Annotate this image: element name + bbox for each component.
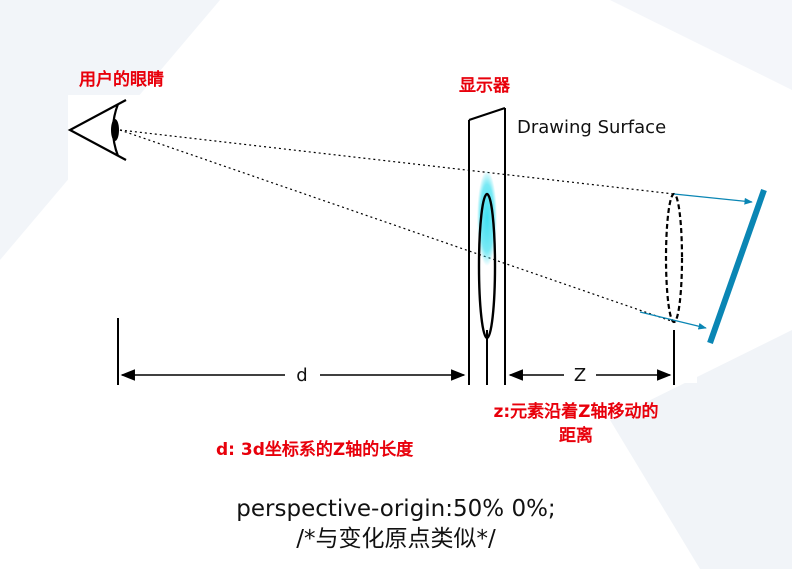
z-description-line1: z:元素沿着Z轴移动的 [493, 402, 659, 422]
eye-icon [67, 99, 127, 161]
projected-element [477, 192, 497, 340]
drawing-surface-label: Drawing Surface [517, 117, 666, 138]
eye-label: 用户的眼睛 [79, 70, 164, 90]
d-axis-label: d [296, 365, 307, 386]
sight-line-bottom [119, 129, 675, 323]
z-description-line2: 距离 [559, 426, 593, 446]
diagram-panel [68, 95, 697, 383]
element-outline [664, 192, 684, 324]
display-label: 显示器 [459, 76, 510, 96]
mapping-arrow-bottom [639, 311, 707, 330]
mapping-arrow-top [673, 193, 753, 205]
d-description: d: 3d坐标系的Z轴的长度 [216, 440, 414, 460]
z-axis-label: Z [574, 365, 586, 386]
projection-glow [477, 170, 497, 266]
sight-line-top [119, 129, 675, 195]
caption-line2: /*与变化原点类似*/ [296, 526, 496, 552]
element-surface [707, 189, 767, 344]
caption-line1: perspective-origin:50% 0%; [236, 496, 556, 522]
z-description: z:元素沿着Z轴移动的 距离 [478, 400, 674, 448]
